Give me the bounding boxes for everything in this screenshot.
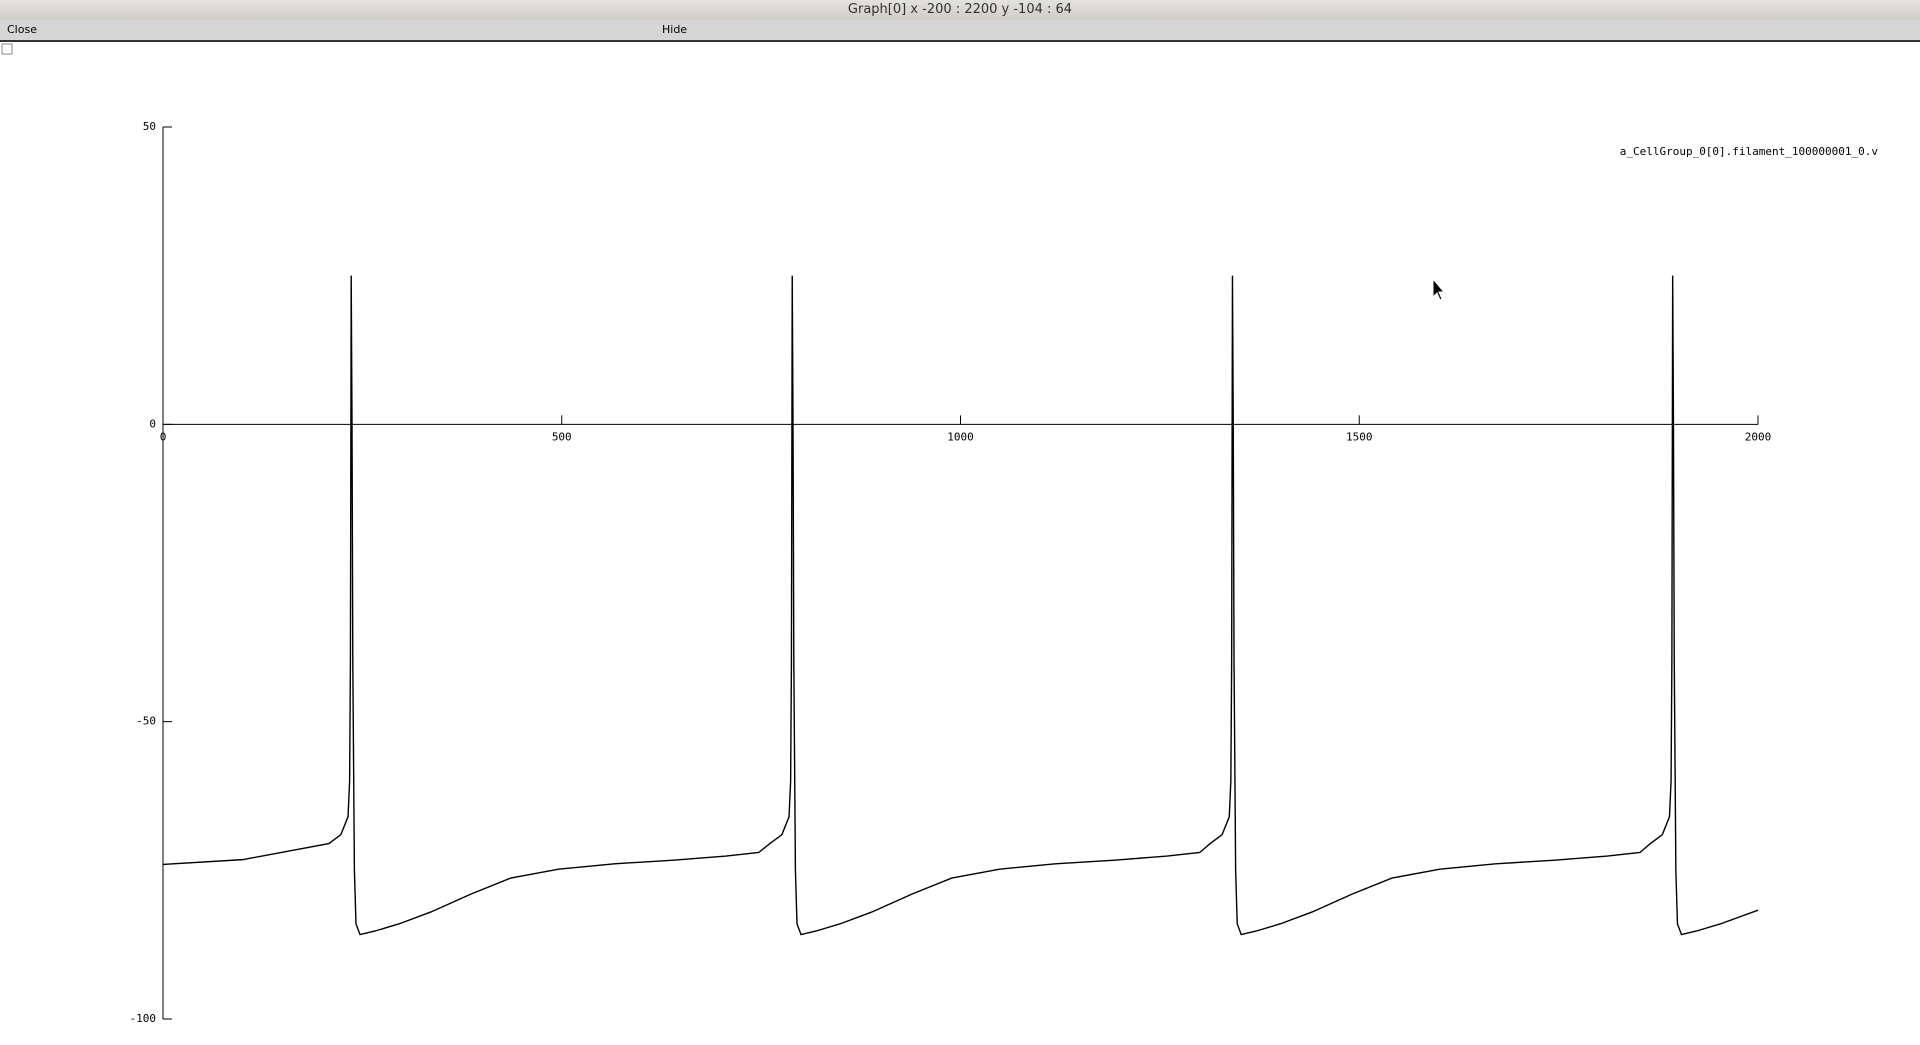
hide-button[interactable]: Hide (662, 23, 688, 36)
x-tick-label: 1000 (947, 430, 974, 443)
checkbox[interactable] (1, 43, 13, 55)
mouse-cursor (1432, 277, 1446, 301)
x-tick-label: 500 (552, 430, 572, 443)
y-tick-label: 0 (149, 417, 156, 430)
legend-label: a_CellGroup_0[0].filament_100000001_0.v (1620, 145, 1879, 158)
close-button[interactable]: Close (7, 23, 37, 36)
title-bar: Graph[0] x -200 : 2200 y -104 : 64 (0, 0, 1920, 20)
x-tick-label: 0 (160, 430, 167, 443)
x-tick-label: 1500 (1346, 430, 1373, 443)
x-tick-label: 2000 (1745, 430, 1772, 443)
window-title: Graph[0] x -200 : 2200 y -104 : 64 (847, 2, 1073, 17)
y-tick-label: -50 (136, 715, 156, 728)
y-tick-label: 50 (143, 120, 156, 133)
y-tick-label: -100 (130, 1012, 157, 1025)
menu-bar: Close Hide (0, 20, 1920, 42)
chart: a_CellGroup_0[0].filament_100000001_0.v … (1, 43, 1879, 1025)
trace-line (162, 275, 1759, 936)
